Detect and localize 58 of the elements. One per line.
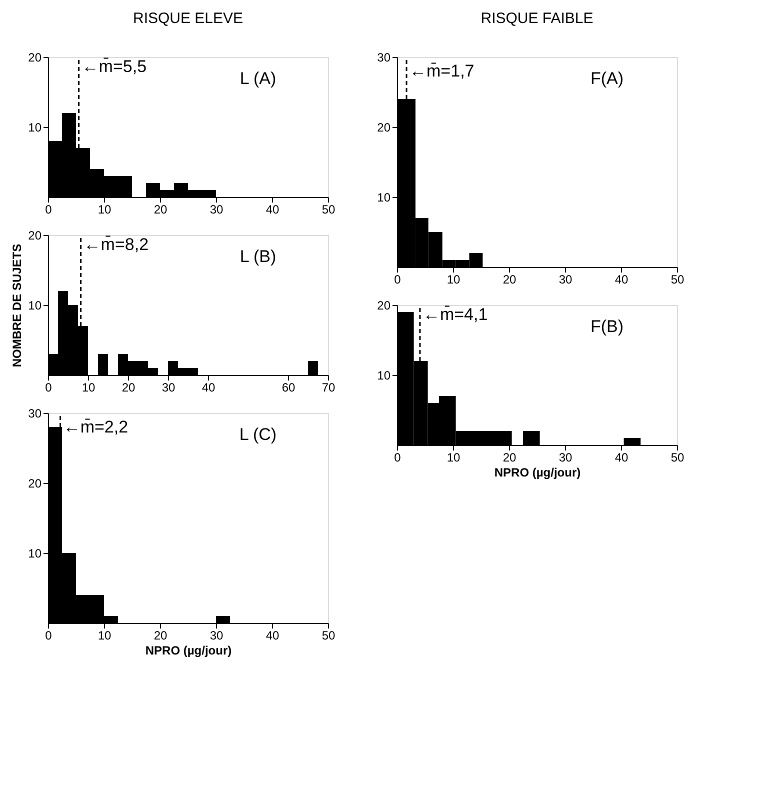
x-tick-label: 10 [82, 380, 96, 394]
x-tick-label: 0 [45, 628, 52, 642]
x-tick-label: 0 [394, 272, 402, 286]
x-tick-label: 0 [394, 450, 402, 464]
y-tick-label: 10 [28, 546, 42, 560]
x-tick-label: 30 [210, 202, 224, 216]
x-tick-label: 70 [322, 380, 336, 394]
x-tick-label: 40 [266, 202, 280, 216]
x-tick-label: 0 [45, 202, 52, 216]
x-tick-label: 20 [502, 272, 516, 286]
text: F(B) [590, 317, 624, 336]
x-tick-label: 10 [446, 272, 460, 286]
x-tick-label: 40 [614, 450, 628, 464]
y-tick-label: 10 [28, 298, 42, 312]
x-tick-label: 20 [154, 628, 168, 642]
y-tick-label: 10 [28, 120, 42, 134]
x-tick-label: 40 [202, 380, 216, 394]
y-tick-label: 20 [377, 120, 391, 134]
x-tick-label: 10 [98, 628, 112, 642]
ref-line-label: ←m̄=1,7 [410, 62, 474, 81]
x-tick-label: 40 [266, 628, 280, 642]
x-tick-label: 50 [322, 628, 336, 642]
x-tick-label: 10 [98, 202, 112, 216]
y-tick-label: 20 [28, 476, 42, 490]
y-tick-label: 10 [377, 190, 391, 204]
y-tick-label: 20 [28, 50, 42, 64]
ref-line-label: ←m̄=5,5 [82, 56, 147, 76]
x-tick-label: 30 [162, 380, 176, 394]
ref-line-label: ←m̄=4,1 [422, 304, 488, 324]
x-tick-label: 30 [558, 272, 572, 286]
x-tick-label: 30 [558, 450, 572, 464]
x-tick-label: 50 [670, 450, 684, 464]
text: RISQUE FAIBLE [480, 10, 594, 27]
x-axis-title: NPRO (µg/jour) [494, 466, 581, 480]
x-tick-label: 30 [210, 628, 224, 642]
x-tick-label: 0 [45, 380, 52, 394]
x-axis-title: NPRO (µg/jour) [145, 644, 232, 658]
x-tick-label: 20 [502, 450, 516, 464]
ref-line-label: ←m̄=2,2 [63, 418, 128, 437]
x-tick-label: 10 [446, 450, 460, 464]
y-tick-label: 10 [377, 368, 391, 382]
x-tick-label: 50 [670, 272, 684, 286]
text: F(A) [590, 69, 624, 88]
x-tick-label: 20 [122, 380, 136, 394]
x-tick-label: 20 [154, 202, 168, 216]
x-tick-label: 50 [322, 202, 336, 216]
text: L (C) [239, 425, 277, 444]
text: L (B) [240, 247, 276, 266]
y-tick-label: 30 [377, 50, 391, 64]
x-tick-label: 40 [614, 272, 628, 286]
text: L (A) [240, 69, 276, 88]
y-tick-label: 30 [28, 406, 42, 420]
ref-line-label: ←m̄=8,2 [84, 234, 149, 254]
y-tick-label: 20 [28, 228, 42, 242]
y-tick-label: 20 [377, 298, 391, 312]
text: RISQUE ELEVE [132, 10, 244, 27]
x-tick-label: 60 [282, 380, 296, 394]
y-axis-title: NOMBRE DE SUJETS [10, 244, 24, 368]
